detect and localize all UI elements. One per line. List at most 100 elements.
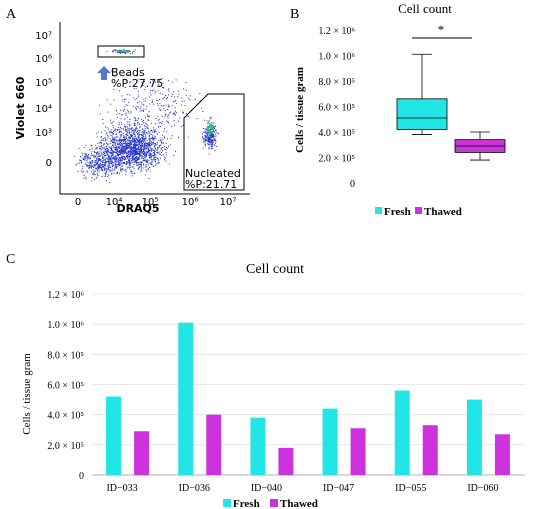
scatter-dense-point bbox=[123, 51, 125, 53]
scatter-point bbox=[143, 152, 145, 154]
scatter-point bbox=[124, 137, 126, 139]
scatter-point bbox=[148, 135, 150, 137]
scatter-point bbox=[155, 161, 156, 163]
scatter-point bbox=[145, 160, 147, 162]
scatter-point bbox=[110, 162, 111, 164]
scatter-point bbox=[126, 126, 128, 128]
scatter-point bbox=[142, 131, 144, 133]
scatter-point bbox=[143, 159, 145, 161]
scatter-point bbox=[128, 157, 130, 158]
scatter-point bbox=[187, 116, 189, 117]
scatter-dense-point bbox=[207, 131, 209, 133]
scatter-point bbox=[95, 162, 97, 164]
scatter-point bbox=[101, 166, 103, 168]
scatter-point bbox=[108, 143, 110, 145]
scatter-point bbox=[149, 139, 151, 141]
scatter-point bbox=[152, 148, 154, 150]
scatter-point bbox=[111, 173, 113, 175]
scatter-point bbox=[129, 125, 131, 127]
scatter-point bbox=[175, 150, 177, 152]
scatter-point bbox=[122, 145, 124, 147]
scatter-point bbox=[147, 127, 149, 129]
scatter-point bbox=[103, 155, 105, 157]
scatter-point bbox=[134, 99, 136, 101]
scatter-point bbox=[148, 149, 150, 151]
scatter-point bbox=[159, 137, 161, 139]
scatter-point bbox=[173, 155, 175, 157]
scatter-point bbox=[111, 131, 113, 133]
barchart-legend-thawed-swatch bbox=[270, 499, 278, 507]
scatter-point bbox=[110, 140, 112, 142]
scatter-point bbox=[124, 157, 126, 159]
scatter-point bbox=[155, 123, 157, 125]
scatter-point bbox=[96, 161, 98, 163]
scatter-point bbox=[109, 159, 111, 161]
scatter-point bbox=[137, 136, 139, 138]
scatter-point bbox=[110, 147, 112, 149]
scatter-point bbox=[136, 152, 138, 154]
scatter-point bbox=[205, 140, 207, 142]
scatter-point bbox=[86, 164, 88, 166]
scatter-point bbox=[123, 146, 125, 148]
scatter-point bbox=[114, 142, 116, 144]
scatter-point bbox=[129, 148, 131, 150]
scatter-point bbox=[135, 129, 137, 131]
scatter-point bbox=[164, 159, 165, 161]
scatter-point bbox=[80, 170, 82, 172]
scatter-point bbox=[98, 155, 100, 157]
scatter-point bbox=[144, 156, 146, 158]
scatter-point bbox=[143, 124, 145, 126]
scatter-point bbox=[159, 146, 161, 148]
scatter-point bbox=[144, 127, 146, 129]
scatter-point bbox=[167, 122, 169, 124]
scatter-point bbox=[118, 154, 120, 156]
scatter-point bbox=[151, 159, 153, 161]
scatter-point bbox=[106, 144, 108, 146]
boxplot-y-tick-label: 8.0 × 10⁵ bbox=[318, 77, 355, 88]
scatter-point bbox=[90, 165, 92, 167]
scatter-point bbox=[116, 157, 118, 159]
scatter-point bbox=[77, 162, 79, 164]
scatter-point bbox=[121, 150, 123, 152]
scatter-point bbox=[170, 137, 172, 139]
scatter-point bbox=[143, 149, 144, 151]
scatter-point bbox=[148, 115, 149, 117]
scatter-point bbox=[112, 138, 114, 140]
scatter-dense-point bbox=[208, 132, 210, 134]
scatter-point bbox=[151, 148, 153, 150]
scatter-point bbox=[157, 90, 159, 92]
barchart-x-tick-label: ID−036 bbox=[179, 483, 210, 494]
scatter-point bbox=[142, 84, 144, 86]
scatter-point bbox=[209, 141, 211, 143]
scatter-point bbox=[95, 165, 97, 167]
scatter-point bbox=[117, 159, 119, 161]
scatter-point bbox=[95, 147, 97, 149]
scatter-point bbox=[130, 134, 132, 136]
scatter-point bbox=[102, 137, 104, 139]
scatter-point bbox=[129, 51, 131, 52]
scatter-point bbox=[125, 98, 127, 100]
scatter-point bbox=[161, 141, 162, 143]
scatter-point bbox=[126, 138, 128, 140]
scatter-point bbox=[175, 79, 177, 81]
scatter-point bbox=[145, 108, 147, 110]
scatter-point bbox=[174, 107, 176, 109]
scatter-point bbox=[135, 88, 137, 90]
scatter-point bbox=[115, 155, 117, 157]
scatter-point bbox=[137, 168, 139, 170]
scatter-point bbox=[103, 153, 105, 155]
scatter-point bbox=[98, 167, 100, 169]
scatter-point bbox=[149, 163, 151, 165]
scatter-point bbox=[124, 146, 126, 148]
scatter-point bbox=[114, 136, 116, 138]
scatter-point bbox=[120, 149, 122, 150]
scatter-point bbox=[114, 76, 116, 78]
scatter-point bbox=[187, 97, 189, 99]
scatter-point bbox=[143, 104, 145, 106]
scatter-point bbox=[108, 167, 110, 168]
scatter-point bbox=[108, 161, 110, 162]
scatter-point bbox=[118, 141, 120, 143]
scatter-point bbox=[115, 158, 117, 160]
scatter-point bbox=[134, 154, 136, 156]
scatter-point bbox=[124, 149, 125, 151]
